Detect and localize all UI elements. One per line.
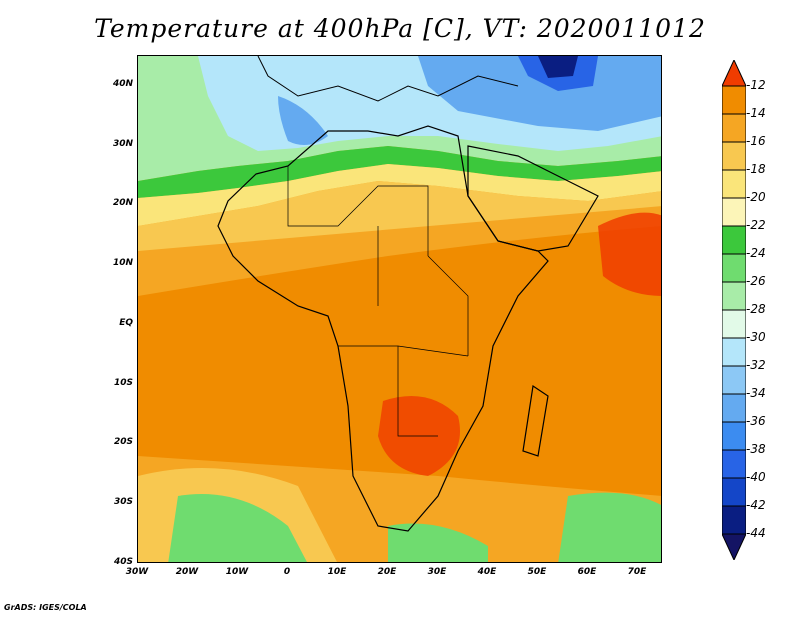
field-green-band [138,146,661,198]
lat-label-40n: 40N [112,78,133,89]
field-south-green [168,494,307,562]
lon-label-30e: 30E [427,567,447,577]
colorbar-label: -28 [746,302,766,316]
credit-label: GrADS: IGES/COLA [4,603,87,612]
lat-label-10s: 10S [113,377,133,388]
lon-label-60e: 60E [577,567,597,577]
colorbar-bottom-arrow [722,533,746,560]
arabia-coastline [467,145,599,252]
country-borders [287,166,469,437]
colorbar-label: -34 [746,386,766,400]
colorbar-label: -18 [746,162,766,176]
lon-label-40e: 40E [477,567,497,577]
map-title: Temperature at 400hPa [C], VT: 202001101… [94,14,706,43]
field-yellow-band [138,164,661,226]
field-orange [138,226,661,496]
colorbar-label: -24 [746,246,766,260]
colorbar-swatch [722,197,746,227]
colorbar-swatch [722,365,746,395]
colorbar-swatch [722,281,746,311]
colorbar-swatch [722,169,746,199]
colorbar-label: -22 [746,218,766,232]
colorbar-label: -32 [746,358,766,372]
colorbar-label: -20 [746,190,766,204]
madagascar-coastline [522,384,549,457]
colorbar-label: -16 [746,134,766,148]
colorbar-label: -14 [746,106,766,120]
lon-label-20w: 20W [175,567,199,577]
temperature-map [138,56,661,562]
colorbar-label: -36 [746,414,766,428]
colorbar-swatch [722,393,746,423]
field-light-orange [138,181,661,251]
colorbar-swatch [722,449,746,479]
colorbar-swatch [722,421,746,451]
africa-coastline [217,125,549,532]
field-south-green-2 [388,523,488,562]
lon-label-10e: 10E [327,567,347,577]
colorbar-swatch [722,85,746,115]
colorbar-label: -30 [746,330,766,344]
colorbar-label: -42 [746,498,766,512]
colorbar-label: -44 [746,526,766,540]
colorbar-swatch [722,505,746,535]
map-panel [137,55,662,563]
lon-label-0: 0 [283,567,291,577]
lon-label-30w: 30W [125,567,149,577]
lat-label-10n: 10N [112,258,133,269]
colorbar-swatch [722,253,746,283]
lon-label-10w: 10W [225,567,249,577]
lat-label-20s: 20S [113,437,133,448]
colorbar [722,60,746,560]
lat-label-eq: EQ [119,317,133,328]
lat-label-20n: 20N [112,198,133,209]
colorbar-label: -40 [746,470,766,484]
colorbar-swatch [722,337,746,367]
europe-coastline [257,56,519,102]
field-darkest [538,56,578,78]
field-hot-arabian [598,212,661,296]
colorbar-top-arrow [722,60,746,87]
colorbar-label: -26 [746,274,766,288]
colorbar-swatch [722,309,746,339]
lon-label-70e: 70E [627,567,647,577]
colorbar-label: -12 [746,78,766,92]
colorbar-swatch [722,225,746,255]
colorbar-swatch [722,141,746,171]
lat-label-40s: 40S [113,557,133,567]
field-south-green-3 [558,492,661,562]
colorbar-swatch [722,477,746,507]
colorbar-swatch [722,113,746,143]
lon-label-50e: 50E [527,567,547,577]
lat-label-30n: 30N [112,138,133,149]
colorbar-label: -38 [746,442,766,456]
lat-label-30s: 30S [113,497,133,508]
lon-label-20e: 20E [377,567,397,577]
